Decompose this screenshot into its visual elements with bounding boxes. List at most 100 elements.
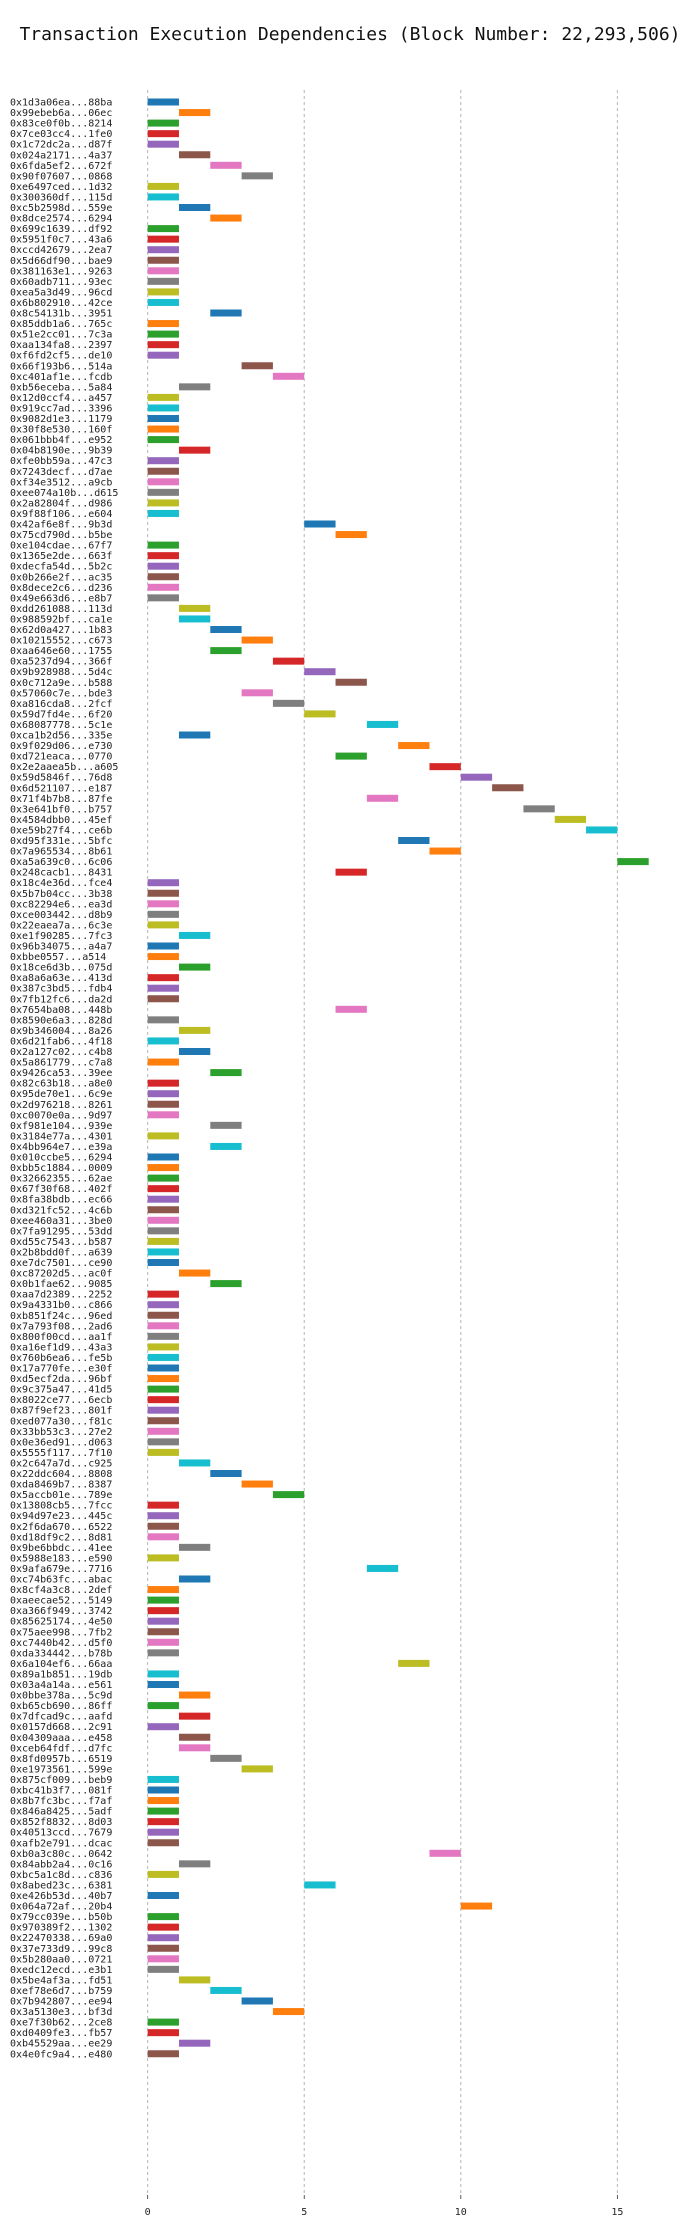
bar bbox=[147, 1237, 179, 1245]
y-tick-label: 0xe1f90285...7fc3 bbox=[10, 931, 112, 942]
y-tick-label: 0x5a861779...c7a8 bbox=[10, 1058, 112, 1069]
bar bbox=[147, 562, 179, 570]
y-tick-label: 0x2c647a7d...c925 bbox=[10, 1458, 112, 1469]
y-tick-label: 0x0c712a9e...b588 bbox=[10, 678, 112, 689]
y-tick-label: 0x7b942807...ee94 bbox=[10, 1997, 112, 2008]
bar bbox=[147, 341, 179, 349]
bar bbox=[147, 1438, 179, 1446]
y-tick-label: 0x8c54131b...3951 bbox=[10, 309, 112, 320]
y-tick-label: 0xef78e6d7...b759 bbox=[10, 1986, 112, 1997]
bar bbox=[178, 1712, 211, 1720]
bar bbox=[147, 1406, 179, 1414]
bar bbox=[147, 1501, 179, 1509]
y-tick-label: 0x010ccbe5...6294 bbox=[10, 1153, 112, 1164]
y-tick-label: 0xd5ecf2da...96bf bbox=[10, 1374, 112, 1385]
bar bbox=[241, 1480, 273, 1488]
y-tick-label: 0xbc41b3f7...081f bbox=[10, 1786, 112, 1797]
y-tick-label: 0xbbe0557...a514 bbox=[10, 952, 106, 963]
bar bbox=[147, 119, 179, 127]
y-tick-label: 0xc5b2598d...559e bbox=[10, 203, 112, 214]
bar bbox=[178, 1543, 211, 1551]
y-tick-label: 0xf6fd2cf5...de10 bbox=[10, 351, 112, 362]
y-tick-label: 0x1365e2de...663f bbox=[10, 551, 112, 562]
bar bbox=[147, 1596, 179, 1604]
bar bbox=[241, 1765, 273, 1773]
y-tick-label: 0x75aee998...7fb2 bbox=[10, 1627, 112, 1638]
bar bbox=[460, 773, 493, 781]
y-tick-label: 0x83ce0f0b...8214 bbox=[10, 119, 112, 130]
bar bbox=[147, 404, 179, 412]
y-tick-label: 0x9b346004...8a26 bbox=[10, 1026, 112, 1037]
bar bbox=[210, 1069, 242, 1077]
bar bbox=[178, 151, 211, 159]
bar bbox=[586, 826, 618, 834]
y-tick-label: 0xfe0bb59a...47c3 bbox=[10, 456, 112, 467]
bar bbox=[147, 1417, 179, 1425]
bar bbox=[147, 1775, 179, 1783]
bar bbox=[335, 531, 367, 539]
y-tick-label: 0xf34e3512...a9cb bbox=[10, 477, 112, 488]
y-tick-label: 0xbb5c1884...0009 bbox=[10, 1163, 112, 1174]
x-tick-labels: 0 5 10 15 bbox=[145, 2207, 624, 2218]
bar bbox=[147, 942, 179, 950]
y-tick-label: 0xa16ef1d9...43a3 bbox=[10, 1342, 112, 1353]
bar bbox=[147, 1301, 179, 1309]
bar bbox=[147, 351, 179, 359]
y-tick-label: 0x68087778...5c1e bbox=[10, 720, 112, 731]
bar bbox=[210, 1121, 242, 1129]
bar bbox=[147, 509, 179, 517]
bar bbox=[147, 1343, 179, 1351]
bar bbox=[147, 1290, 179, 1298]
bar bbox=[178, 1733, 211, 1741]
bar bbox=[147, 130, 179, 138]
y-tick-label: 0x7fa91295...53dd bbox=[10, 1226, 112, 1237]
bar bbox=[335, 752, 367, 760]
y-tick-label: 0x37e733d9...99c8 bbox=[10, 1944, 112, 1955]
bar bbox=[147, 393, 179, 401]
y-tick-label: 0xc0070e0a...9d97 bbox=[10, 1110, 112, 1121]
bar bbox=[241, 172, 273, 180]
bar bbox=[147, 1216, 179, 1224]
y-tick-label: 0x5d66df90...bae9 bbox=[10, 256, 112, 267]
y-tick-label: 0x5be4af3a...fd51 bbox=[10, 1975, 112, 1986]
y-tick-label: 0x51e2cc01...7c3a bbox=[10, 330, 112, 341]
y-tick-label: 0x8abed23c...6381 bbox=[10, 1880, 112, 1891]
y-tick-label: 0x846a8425...5adf bbox=[10, 1807, 112, 1818]
bar bbox=[147, 1944, 179, 1952]
bar bbox=[398, 837, 430, 844]
bar bbox=[178, 1048, 211, 1055]
bar bbox=[366, 1564, 399, 1572]
y-tick-label: 0x5b280aa0...0721 bbox=[10, 1954, 112, 1965]
y-tick-label: 0x5988e183...e590 bbox=[10, 1553, 112, 1564]
y-tick-label: 0x18c4e36d...fce4 bbox=[10, 878, 112, 889]
y-tick-label: 0x66f193b6...514a bbox=[10, 361, 112, 372]
bar bbox=[147, 1227, 179, 1235]
y-tick-label: 0xee074a10b...d615 bbox=[10, 488, 118, 499]
y-tick-label: 0x5accb01e...789e bbox=[10, 1490, 112, 1501]
y-tick-label: 0x988592bf...ca1e bbox=[10, 614, 112, 625]
bar bbox=[178, 1269, 211, 1277]
bar bbox=[147, 457, 179, 465]
bar bbox=[147, 1554, 179, 1562]
bar bbox=[147, 1259, 179, 1266]
bar bbox=[147, 1649, 179, 1657]
y-tick-label: 0x0b1fae62...9085 bbox=[10, 1279, 112, 1290]
y-tick-label: 0xdecfa54d...5b2c bbox=[10, 562, 112, 573]
bar bbox=[178, 109, 211, 117]
y-tick-label: 0x32662355...62ae bbox=[10, 1174, 112, 1185]
bar bbox=[147, 140, 179, 148]
y-tick-label: 0xd18df9c2...8d81 bbox=[10, 1532, 112, 1543]
y-tick-label: 0x85ddb1a6...765c bbox=[10, 319, 112, 330]
y-tick-label: 0xb0a3c80c...0642 bbox=[10, 1849, 112, 1860]
y-tick-label: 0x919cc7ad...3396 bbox=[10, 403, 112, 414]
bar bbox=[554, 815, 587, 823]
y-tick-label: 0x0157d668...2c91 bbox=[10, 1722, 112, 1733]
bar bbox=[147, 1702, 179, 1710]
bar bbox=[147, 1913, 179, 1921]
y-tick-label: 0xd321fc52...4c6b bbox=[10, 1205, 112, 1216]
bar bbox=[147, 1195, 179, 1203]
y-tick-label: 0xa8a6a63e...413d bbox=[10, 973, 112, 984]
bar bbox=[147, 1375, 179, 1383]
bar bbox=[178, 204, 211, 211]
bar bbox=[147, 330, 179, 338]
